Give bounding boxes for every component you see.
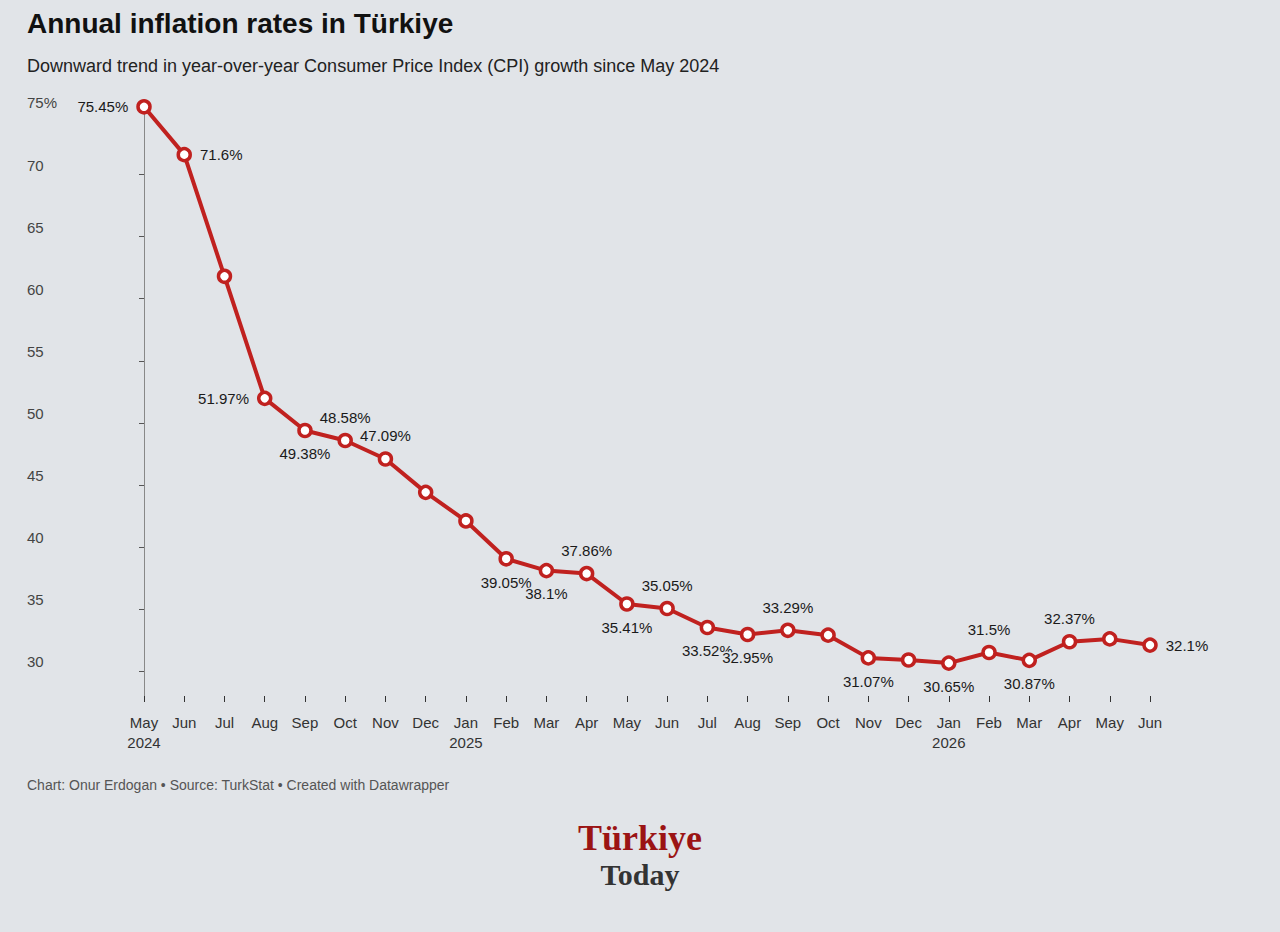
svg-text:Dec: Dec: [412, 714, 439, 731]
html-text:Downward trend in year-over-ye: Downward trend in year-over-year Consume…: [27, 56, 720, 76]
svg-text:Jul: Jul: [215, 714, 234, 731]
svg-text:33.52%: 33.52%: [681, 642, 733, 660]
svg-text:Sep: Sep: [292, 714, 319, 731]
svg-text:Oct: Oct: [816, 714, 840, 731]
svg-text:32.1%: 32.1%: [1166, 637, 1209, 654]
svg-text:75%: 75%: [27, 94, 57, 111]
svg-text:40: 40: [27, 529, 44, 546]
svg-text:33.29%: 33.29%: [762, 599, 813, 616]
svg-text:May: May: [613, 714, 642, 731]
svg-text:31.07%: 31.07%: [843, 673, 894, 690]
svg-text:51.97%: 51.97%: [198, 390, 249, 407]
svg-text:Feb: Feb: [976, 714, 1002, 731]
svg-text:May: May: [130, 714, 159, 731]
svg-text:Jan: Jan: [454, 714, 478, 731]
svg-text:38.1%: 38.1%: [525, 585, 568, 602]
svg-text:55: 55: [27, 343, 44, 360]
html-text:Today: Today: [600, 858, 680, 891]
svg-text:Dec: Dec: [895, 714, 922, 731]
svg-text:32.95%: 32.95%: [722, 649, 773, 666]
svg-text:30: 30: [27, 653, 44, 670]
html-text:Türkiye: Türkiye: [578, 818, 702, 858]
svg-text:75.45%: 75.45%: [77, 98, 128, 115]
svg-text:47.09%: 47.09%: [360, 427, 411, 444]
svg-text:Oct: Oct: [334, 714, 358, 731]
svg-text:45: 45: [27, 467, 44, 484]
svg-text:Nov: Nov: [372, 714, 399, 731]
svg-text:48.58%: 48.58%: [320, 409, 371, 426]
svg-text:Apr: Apr: [575, 714, 598, 731]
svg-text:32.37%: 32.37%: [1044, 610, 1095, 627]
svg-text:Nov: Nov: [855, 714, 882, 731]
svg-text:49.38%: 49.38%: [280, 445, 331, 462]
svg-text:30.87%: 30.87%: [1004, 675, 1055, 692]
svg-text:60: 60: [27, 281, 44, 298]
svg-text:2024: 2024: [127, 734, 160, 751]
svg-text:Jul: Jul: [698, 714, 717, 731]
svg-text:50: 50: [27, 405, 44, 422]
svg-text:Jun: Jun: [1138, 714, 1162, 731]
svg-text:31.5%: 31.5%: [968, 621, 1011, 638]
svg-text:May: May: [1096, 714, 1125, 731]
svg-text:Sep: Sep: [774, 714, 801, 731]
svg-text:2026: 2026: [932, 734, 965, 751]
svg-text:65: 65: [27, 219, 44, 236]
svg-text:2025: 2025: [449, 734, 482, 751]
svg-text:Feb: Feb: [493, 714, 519, 731]
svg-text:Aug: Aug: [734, 714, 761, 731]
svg-text:30.65%: 30.65%: [923, 678, 974, 695]
html-text:Annual inflation rates in Türk: Annual inflation rates in Türkiye: [27, 8, 454, 39]
svg-text:Jun: Jun: [172, 714, 196, 731]
svg-text:Mar: Mar: [1016, 714, 1042, 731]
svg-text:37.86%: 37.86%: [561, 542, 612, 559]
svg-text:Jan: Jan: [937, 714, 961, 731]
svg-text:Apr: Apr: [1058, 714, 1081, 731]
svg-text:71.6%: 71.6%: [200, 146, 243, 163]
html-text:Chart: Onur Erdogan • Source:: Chart: Onur Erdogan • Source: TurkStat •…: [27, 777, 450, 793]
svg-text:35.41%: 35.41%: [601, 619, 652, 636]
svg-text:Jun: Jun: [655, 714, 679, 731]
svg-text:39.05%: 39.05%: [481, 574, 532, 591]
svg-text:70: 70: [27, 157, 44, 174]
svg-text:Mar: Mar: [533, 714, 559, 731]
svg-text:Aug: Aug: [251, 714, 278, 731]
svg-text:35: 35: [27, 591, 44, 608]
svg-text:35.05%: 35.05%: [642, 577, 693, 594]
